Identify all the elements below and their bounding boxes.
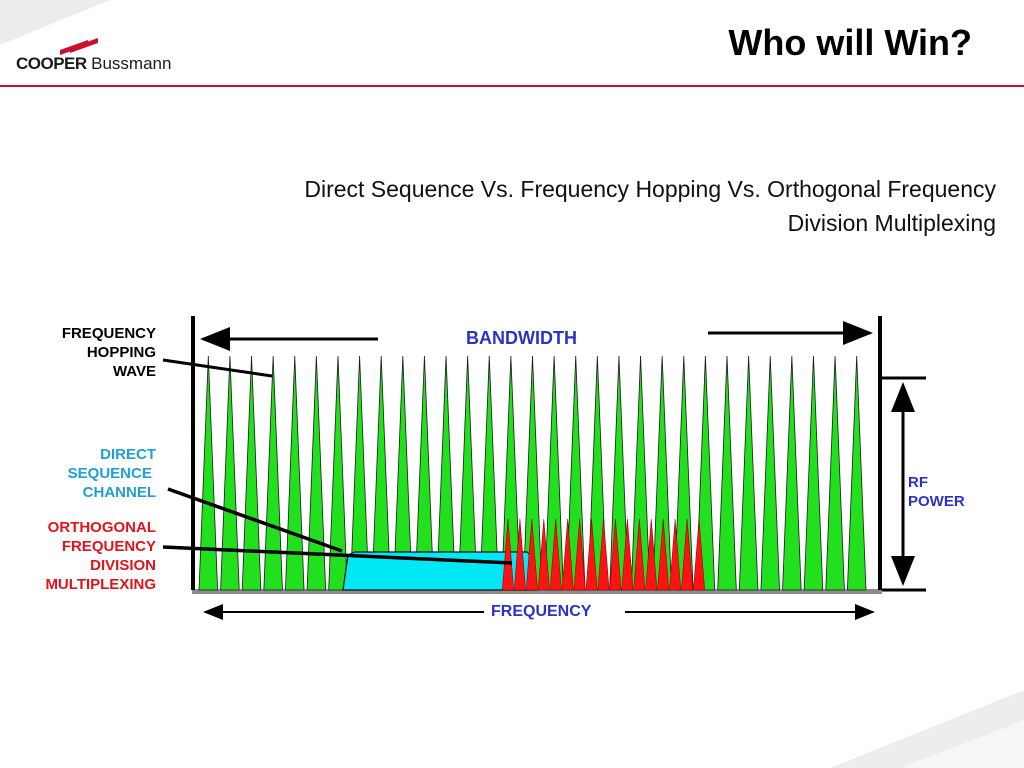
hopping-spike (846, 355, 867, 591)
frequency-hopping-leader (162, 358, 273, 378)
subtitle-line-2: Division Multiplexing (787, 210, 996, 236)
ofdm-label: ORTHOGONAL FREQUENCY DIVISION MULTIPLEXI… (45, 519, 156, 593)
hopping-spike (263, 355, 283, 591)
ofdm-subcarrier (585, 518, 598, 591)
ofdm-subcarrier (537, 518, 550, 591)
hopping-spike (328, 355, 348, 591)
ofdm-subcarrier (621, 518, 634, 591)
slide-title: Who will Win? (728, 22, 972, 63)
rf-power-label: RF POWER (908, 474, 965, 510)
ofdm-subcarrier (657, 518, 670, 591)
hopping-spike (782, 355, 802, 591)
hopping-spike (738, 355, 759, 591)
ofdm-subcarrier (513, 518, 526, 591)
ofdm-subcarrier (561, 518, 574, 591)
hopping-spike (306, 355, 327, 591)
hopping-spike (760, 355, 780, 591)
ofdm-subcarrier (609, 518, 622, 591)
ofdm-subcarrier (597, 518, 610, 591)
direct-sequence-leader (167, 487, 343, 553)
ofdm-leader (162, 545, 513, 565)
hopping-spike (825, 355, 845, 591)
logo-mark-icon (60, 38, 98, 55)
ofdm-subcarrier (693, 518, 705, 591)
hopping-spike (241, 355, 262, 591)
ofdm-subcarrier (525, 518, 538, 591)
slide-subtitle: Direct Sequence Vs. Frequency Hopping Vs… (96, 172, 996, 240)
ofdm-subcarrier (502, 518, 514, 591)
ofdm-subcarrier (573, 518, 586, 591)
ofdm-subcarriers (502, 518, 705, 591)
frequency-axis-baseline (192, 589, 882, 594)
ofdm-subcarrier (633, 518, 646, 591)
bandwidth-label: BANDWIDTH (466, 328, 577, 348)
hopping-spike (198, 355, 219, 591)
subtitle-line-1: Direct Sequence Vs. Frequency Hopping Vs… (304, 176, 996, 202)
hopping-spike (220, 355, 240, 591)
ofdm-subcarrier (549, 518, 562, 591)
hopping-spike (695, 355, 716, 591)
frequency-label: FREQUENCY (491, 603, 592, 620)
logo-brand-regular: Bussmann (91, 54, 172, 73)
logo-brand-bold: COOPER (16, 54, 87, 73)
ofdm-subcarrier (669, 518, 682, 591)
ofdm-subcarrier (645, 518, 658, 591)
header-divider (0, 85, 1024, 87)
ofdm-subcarrier (681, 518, 694, 591)
frequency-hopping-label: FREQUENCY HOPPING WAVE (61, 325, 156, 380)
hopping-spike (803, 355, 824, 591)
hopping-spike (717, 355, 737, 591)
direct-sequence-label: DIRECT SEQUENCE CHANNEL (67, 446, 156, 501)
